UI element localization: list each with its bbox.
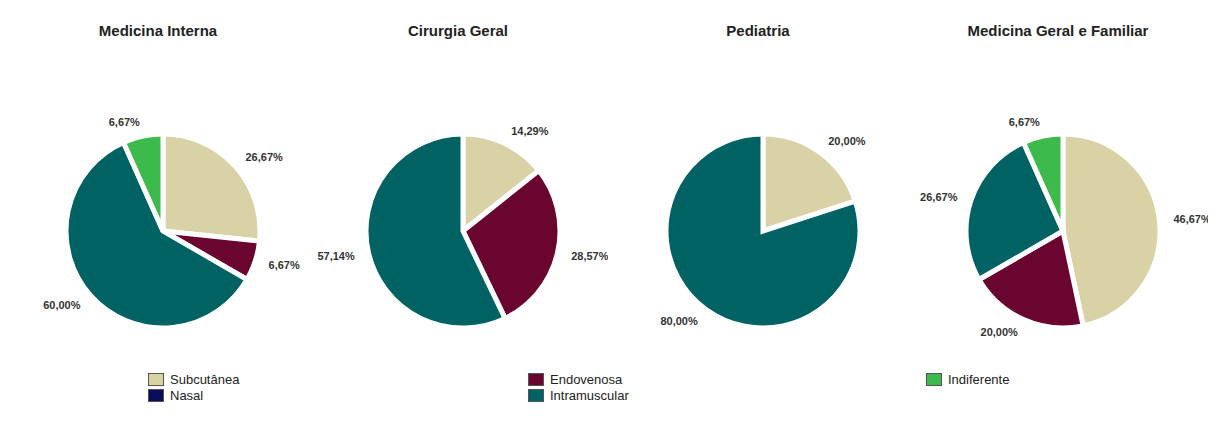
html-text:Indiferente: Indiferente [948,372,1010,387]
svg-text:46,67%: 46,67% [1173,213,1208,225]
html-text:Pediatria: Pediatria [726,22,790,39]
svg-text:57,14%: 57,14% [317,250,355,262]
html-text:Intramuscular: Intramuscular [550,388,629,403]
svg-text:28,57%: 28,57% [571,250,608,262]
svg-text:80,00%: 80,00% [660,315,698,327]
html-text:Medicina Interna: Medicina Interna [98,22,218,39]
html-text:Medicina Geral e Familiar: Medicina Geral e Familiar [967,22,1149,39]
svg-text:6,67%: 6,67% [1009,116,1040,128]
svg-text:20,00%: 20,00% [981,326,1019,338]
html-text:Subcutânea: Subcutânea [170,372,240,387]
html-text:Cirurgia Geral: Cirurgia Geral [408,22,508,39]
svg-text:26,67%: 26,67% [245,151,283,163]
svg-text:6,67%: 6,67% [109,116,140,128]
svg-text:26,67%: 26,67% [920,191,958,203]
svg-text:60,00%: 60,00% [43,299,81,311]
html-text:Nasal: Nasal [170,388,204,403]
svg-text:6,67%: 6,67% [269,259,300,271]
html-text:Endovenosa: Endovenosa [550,372,623,387]
svg-text:20,00%: 20,00% [828,135,866,147]
svg-text:14,29%: 14,29% [511,125,549,137]
